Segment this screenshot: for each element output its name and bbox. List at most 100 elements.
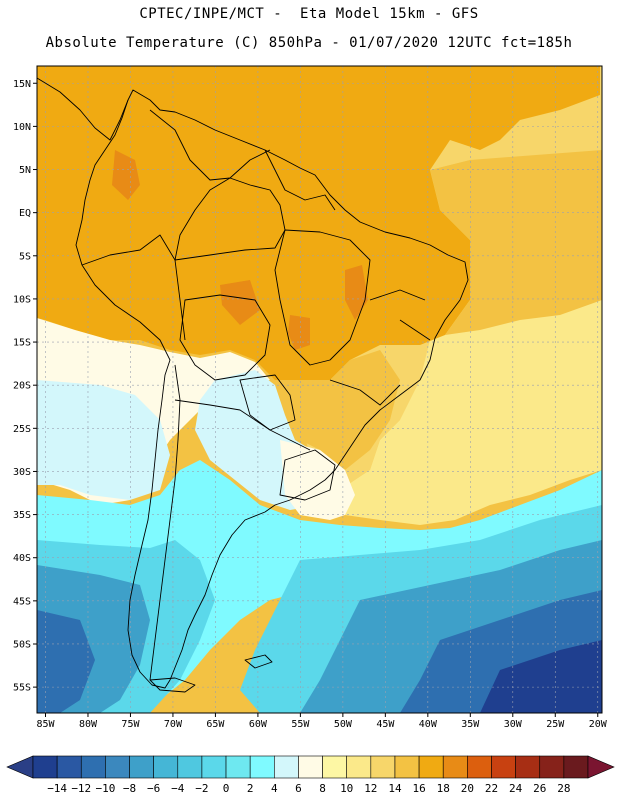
lon-label-50W: 50W	[334, 719, 353, 730]
colorbar-label: 12	[364, 782, 377, 795]
lon-label-35W: 35W	[461, 719, 480, 730]
lon-label-25W: 25W	[546, 719, 565, 730]
lat-label-50S: 50S	[13, 639, 31, 650]
colorbar-swatch	[346, 755, 372, 779]
lon-label-60W: 60W	[249, 719, 268, 730]
lat-label-5N: 5N	[19, 165, 31, 176]
lat-label-10S: 10S	[13, 294, 31, 305]
border-bolivia	[179, 294, 271, 381]
lon-label-85W: 85W	[36, 719, 55, 730]
colorbar-label: 24	[509, 782, 523, 795]
lon-label-20W: 20W	[589, 719, 608, 730]
colorbar-label: 4	[271, 782, 278, 795]
lat-label-40S: 40S	[13, 553, 31, 564]
band-tropical	[37, 66, 600, 385]
hot-spot-bolivia	[220, 280, 260, 325]
colorbar-swatch	[177, 755, 203, 779]
lon-label-55W: 55W	[291, 719, 310, 730]
band-pale-cyan	[37, 380, 170, 500]
colorbar-label: 10	[340, 782, 353, 795]
colorbar-swatch	[418, 755, 444, 779]
colorbar-swatch	[491, 755, 516, 779]
title-line-2: Absolute Temperature (C) 850hPa - 01/07/…	[45, 35, 573, 51]
border-guianas	[264, 149, 336, 211]
lat-label-10N: 10N	[13, 122, 31, 133]
central-america	[36, 77, 129, 141]
coastline-and-borders	[36, 77, 469, 693]
border-brazil-states	[274, 229, 431, 406]
colorbar-swatch	[322, 755, 347, 779]
colorbar-swatch	[201, 755, 227, 779]
colorbar-label: 22	[485, 782, 498, 795]
border-colombia-venezuela	[149, 109, 271, 181]
colorbar-label: 18	[437, 782, 450, 795]
colorbar	[6, 755, 615, 779]
colorbar-over-arrow	[587, 755, 615, 779]
lat-label-EQ: EQ	[19, 208, 31, 219]
border-peru	[81, 234, 186, 341]
colorbar-swatch	[442, 755, 468, 779]
colorbar-under-arrow	[6, 755, 34, 779]
colorbar-swatch	[105, 755, 130, 779]
lon-label-30W: 30W	[504, 719, 523, 730]
colorbar-swatch	[539, 755, 565, 779]
colorbar-swatch	[394, 755, 420, 779]
colorbar-label: 16	[412, 782, 425, 795]
lon-label-70W: 70W	[164, 719, 183, 730]
lat-label-45S: 45S	[13, 596, 31, 607]
colorbar-label: 6	[295, 782, 302, 795]
lon-label-45W: 45W	[376, 719, 395, 730]
colorbar-swatch	[515, 755, 541, 779]
border-argentina-chile	[149, 364, 181, 681]
colorbar-swatch	[370, 755, 396, 779]
colorbar-label: −2	[195, 782, 208, 795]
lat-label-5S: 5S	[19, 251, 31, 262]
lat-label-30S: 30S	[13, 467, 31, 478]
colorbar-swatch	[225, 755, 251, 779]
longitude-tick-labels: 85W 80W 75W 70W 65W 60W 55W 50W 45W 40W 35W 30W 25W 2…	[36, 719, 607, 730]
colorbar-swatch	[56, 755, 82, 779]
band-deep-blue-west	[37, 610, 95, 713]
colorbar-label: −10	[95, 782, 115, 795]
colorbar-label: 2	[247, 782, 254, 795]
colorbar-label: −14	[47, 782, 67, 795]
axis-ticks	[33, 82, 599, 717]
band-cream-plata	[280, 440, 355, 520]
latitude-tick-labels: 15N 10N 5N EQ 5S 10S 15S 20S 25S 30S 35S 40S 45S 50S 5…	[13, 79, 31, 694]
colorbar-swatch	[274, 755, 299, 779]
lat-label-15N: 15N	[13, 79, 31, 90]
tierra-del-fuego	[149, 677, 196, 693]
colorbar-swatch	[80, 755, 106, 779]
plot-frame	[36, 65, 603, 714]
border-paraguay	[239, 374, 296, 431]
colorbar-labels: −14 −12 −10 −8 −6 −4 −2 0 2 4 6 8 10 12 14 16 18 20 22 24 26…	[47, 782, 570, 795]
colorbar-swatch	[129, 755, 154, 779]
band-warm-atlantic	[430, 150, 602, 335]
lat-label-20S: 20S	[13, 381, 31, 392]
colorbar-label: 28	[557, 782, 570, 795]
falkland-islands	[244, 654, 273, 669]
band-pale-yellow	[340, 290, 602, 525]
colorbar-swatch	[298, 755, 323, 779]
temperature-field	[37, 66, 602, 713]
border-brazil-west	[174, 177, 286, 261]
colorbar-swatch	[153, 755, 179, 779]
colorbar-label: 26	[533, 782, 546, 795]
colorbar-label: −4	[171, 782, 185, 795]
band-darkest-blue	[480, 640, 602, 713]
lon-label-40W: 40W	[419, 719, 438, 730]
hot-spot-colombia	[112, 150, 140, 200]
colorbar-label: 0	[223, 782, 230, 795]
graticule	[37, 66, 602, 713]
lat-label-55S: 55S	[13, 683, 31, 694]
colorbar-label: 14	[388, 782, 402, 795]
coastline-south-america	[75, 89, 469, 689]
lat-label-35S: 35S	[13, 510, 31, 521]
band-warm-south	[260, 350, 400, 470]
colorbar-swatch	[563, 755, 589, 779]
colorbar-label: −6	[147, 782, 160, 795]
colorbar-label: 8	[319, 782, 326, 795]
lon-label-80W: 80W	[79, 719, 98, 730]
lon-label-65W: 65W	[206, 719, 225, 730]
